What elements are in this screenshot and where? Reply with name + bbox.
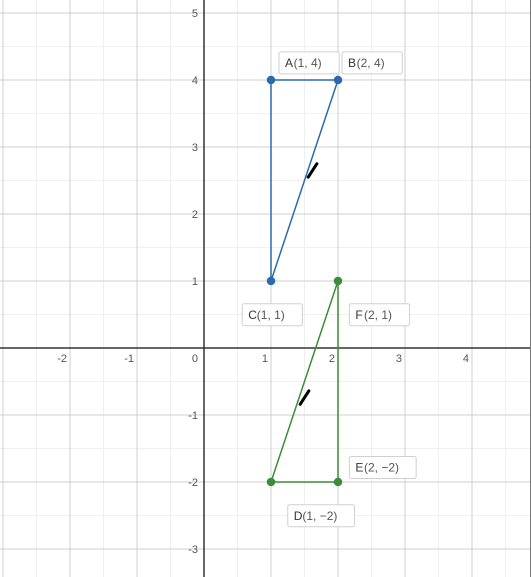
label-coords-C: (1, 1) — [257, 308, 285, 322]
y-tick: -2 — [188, 477, 198, 489]
y-tick: -1 — [188, 410, 198, 422]
vertex-B — [335, 77, 342, 84]
label-coords-F: (2, 1) — [364, 308, 392, 322]
label-letter-B: B — [348, 56, 356, 70]
vertex-F — [335, 278, 342, 285]
vertex-D — [268, 479, 275, 486]
label-coords-B: (2, 4) — [357, 56, 385, 70]
label-coords-D: (1, −2) — [302, 509, 337, 523]
y-tick: 5 — [192, 8, 198, 20]
label-letter-A: A — [285, 56, 293, 70]
vertex-A — [268, 77, 275, 84]
label-letter-F: F — [355, 308, 362, 322]
y-tick: -3 — [188, 544, 198, 556]
label-coords-E: (2, −2) — [364, 461, 399, 475]
y-tick: 2 — [192, 209, 198, 221]
y-tick: 3 — [192, 142, 198, 154]
y-tick: 1 — [192, 276, 198, 288]
coordinate-plot: -3-2-11234-3-2-1123450A(1, 4)B(2, 4)C(1,… — [0, 0, 531, 577]
vertex-E — [335, 479, 342, 486]
x-tick: 1 — [262, 353, 268, 365]
x-tick: -2 — [57, 353, 67, 365]
x-tick: 3 — [396, 353, 402, 365]
label-coords-A: (1, 4) — [294, 56, 322, 70]
label-letter-E: E — [355, 461, 363, 475]
origin-tick: 0 — [192, 353, 198, 365]
y-tick: 4 — [192, 75, 198, 87]
x-tick: 2 — [329, 353, 335, 365]
vertex-C — [268, 278, 275, 285]
x-tick: -1 — [124, 353, 134, 365]
x-tick: 4 — [463, 353, 469, 365]
